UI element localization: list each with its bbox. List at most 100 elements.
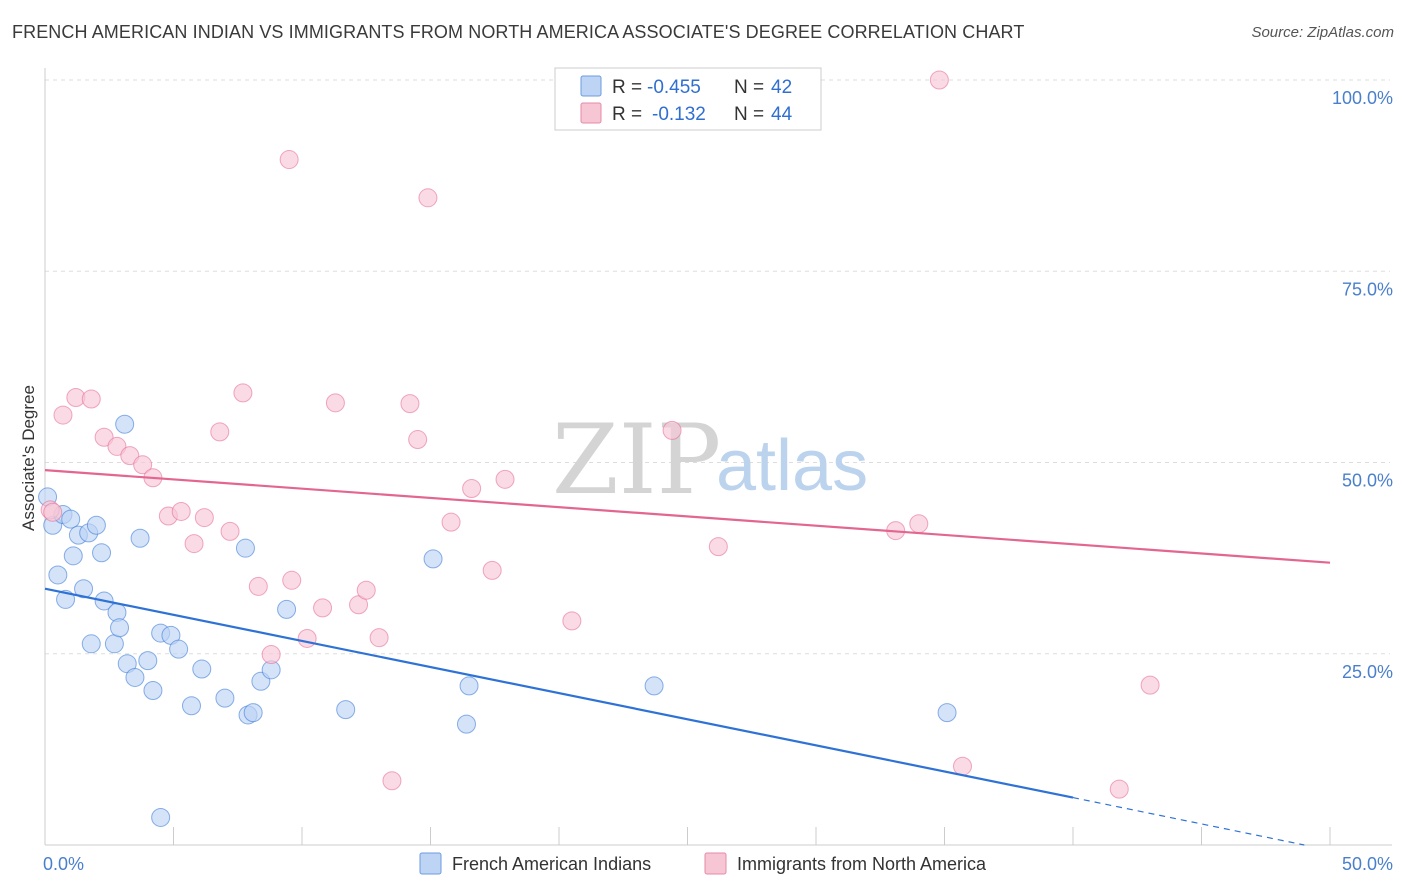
watermark-zip: ZIP: [552, 404, 721, 516]
series-1-point-30: [441, 512, 461, 532]
series-1-point-34: [562, 611, 582, 631]
legend-swatch-pink: [704, 852, 727, 875]
stats-swatch-pink: [580, 102, 602, 124]
series-0-point-28: [215, 688, 235, 708]
series-0-point-14: [104, 634, 124, 654]
y-tick-label-3: 25.0%: [1342, 662, 1393, 682]
watermark-atlas: atlas: [716, 426, 868, 506]
series-1-point-1: [53, 405, 73, 425]
series-0-point-2: [48, 565, 68, 585]
stats-r-value-1: -0.132: [652, 104, 706, 125]
series-1-point-31: [462, 479, 482, 499]
series-1-point-17: [261, 645, 281, 665]
series-1-point-27: [400, 394, 420, 414]
stats-r-label-0: R =: [612, 77, 642, 98]
trendline-0: [44, 587, 1074, 799]
stats-legend: R = -0.455 N = 42 R = -0.132 N = 44: [554, 67, 822, 131]
series-1-point-43: [43, 502, 63, 522]
watermark: ZIP atlas: [552, 404, 868, 516]
y-tick-label-0: 100.0%: [1332, 88, 1393, 108]
series-1-point-14: [220, 521, 240, 541]
x-tick-label-min: 0.0%: [43, 854, 84, 874]
x-tick-labels: 0.0% 50.0%: [43, 854, 1393, 874]
series-1-point-40: [952, 756, 972, 776]
series-1-point-22: [325, 393, 345, 413]
legend-label-french-american-indians: French American Indians: [452, 854, 651, 874]
trendlines: [44, 469, 1331, 846]
series-0-point-25: [169, 639, 189, 659]
stats-n-value-1: 44: [771, 104, 793, 125]
chart-title: FRENCH AMERICAN INDIAN VS IMMIGRANTS FRO…: [12, 22, 1025, 42]
series-1-point-19: [282, 570, 302, 590]
series-1-point-7: [133, 455, 153, 475]
series-0-point-19: [125, 667, 145, 687]
series-0-points: [38, 414, 957, 827]
series-0-point-20: [130, 528, 150, 548]
series-0-point-11: [86, 515, 106, 535]
series-0-point-17: [115, 414, 135, 434]
series-0-point-36: [423, 549, 443, 569]
series-1-point-26: [382, 771, 402, 791]
series-1-point-21: [313, 598, 333, 618]
y-tick-label-2: 50.0%: [1342, 471, 1393, 491]
series-1-point-4: [94, 427, 114, 447]
series-0-point-29: [235, 538, 255, 558]
y-tick-label-1: 75.0%: [1342, 279, 1393, 299]
series-0-point-21: [138, 651, 158, 671]
series-1-point-5: [107, 436, 127, 456]
y-tick-labels: 100.0% 75.0% 50.0% 25.0%: [1332, 88, 1393, 682]
series-1-point-41: [1109, 779, 1129, 799]
series-1-point-36: [708, 537, 728, 557]
legend-label-immigrants-north-america: Immigrants from North America: [737, 854, 987, 874]
bottom-legend: French American Indians Immigrants from …: [419, 852, 987, 875]
stats-n-label-1: N =: [734, 104, 764, 125]
series-1-point-35: [662, 420, 682, 440]
series-0-point-8: [74, 579, 94, 599]
stats-n-value-0: 42: [771, 77, 792, 98]
series-1-point-12: [194, 508, 214, 528]
series-0-point-31: [243, 703, 263, 723]
series-1-point-24: [356, 580, 376, 600]
series-1-point-28: [408, 430, 428, 450]
series-0-point-22: [143, 680, 163, 700]
series-1-point-29: [418, 188, 438, 208]
series-1-point-15: [233, 383, 253, 403]
series-1-point-6: [120, 446, 140, 466]
series-0-point-16: [110, 618, 130, 638]
series-1-point-42: [1140, 675, 1160, 695]
series-points: [38, 70, 1160, 827]
series-1-point-16: [248, 576, 268, 596]
series-1-point-18: [279, 150, 299, 170]
axes: [44, 68, 1392, 846]
legend-swatch-blue: [419, 852, 442, 875]
series-1-point-33: [495, 469, 515, 489]
series-0-point-10: [81, 634, 101, 654]
series-1-point-32: [482, 560, 502, 580]
series-1-point-11: [184, 534, 204, 554]
series-0-point-38: [459, 676, 479, 696]
series-0-point-41: [151, 807, 171, 827]
y-axis-title: Associate's Degree: [19, 385, 38, 531]
series-1-point-3: [81, 389, 101, 409]
gridlines: [45, 79, 1390, 655]
series-0-point-26: [181, 696, 201, 716]
series-0-point-39: [644, 676, 664, 696]
source-label: Source: ZipAtlas.com: [1251, 24, 1394, 41]
series-1-point-20: [297, 628, 317, 648]
trendline-1: [44, 469, 1331, 564]
series-1-point-10: [171, 501, 191, 521]
series-1-point-13: [210, 422, 230, 442]
series-1-points: [40, 70, 1160, 799]
stats-swatch-blue: [580, 75, 602, 97]
series-0-point-37: [456, 714, 476, 734]
series-0-point-12: [92, 543, 112, 563]
series-1-point-25: [369, 628, 389, 648]
stats-n-label-0: N =: [734, 77, 764, 98]
series-0-point-5: [61, 509, 81, 529]
x-tick-label-max: 50.0%: [1342, 854, 1393, 874]
series-0-point-34: [277, 599, 297, 619]
series-1-point-38: [909, 514, 929, 534]
stats-r-value-0: -0.455: [647, 77, 701, 98]
series-0-point-40: [937, 703, 957, 723]
